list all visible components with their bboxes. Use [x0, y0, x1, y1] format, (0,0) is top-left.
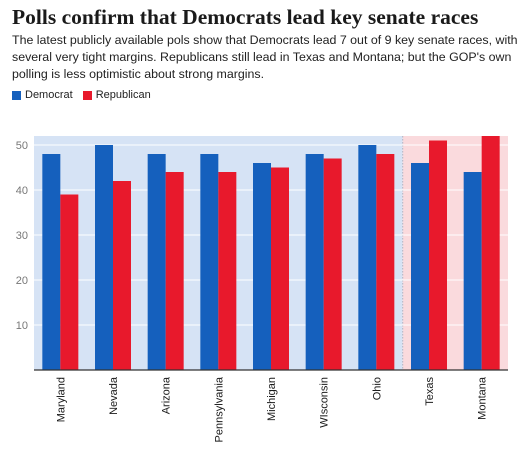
x-tick-label-maryland: Maryland	[55, 377, 67, 422]
bar-democrat-arizona	[147, 154, 166, 370]
x-tick-label-pennsylvania: Pennsylvania	[213, 376, 225, 442]
chart-subtitle: The latest publicly available pols show …	[12, 33, 518, 81]
bar-democrat-maryland	[42, 154, 61, 370]
legend-label-republican: Republican	[95, 89, 151, 101]
bar-democrat-nevada	[95, 145, 113, 370]
x-tick-label-michigan: Michigan	[266, 377, 278, 421]
y-tick-label-10: 10	[16, 320, 28, 332]
y-tick-label-30: 30	[16, 230, 28, 242]
bar-democrat-pennsylvania	[200, 154, 219, 370]
bar-democrat-michigan	[253, 163, 271, 370]
bar-republican-texas	[429, 140, 447, 370]
bar-democrat-texas	[411, 163, 429, 370]
x-tick-label-nevada: Nevada	[108, 376, 120, 415]
bar-republican-montana	[481, 136, 500, 370]
bar-democrat-montana	[463, 172, 482, 370]
legend-swatch-republican	[82, 90, 92, 100]
bar-republican-wisconsin	[323, 158, 342, 370]
y-tick-label-40: 40	[16, 185, 28, 197]
x-tick-label-ohio: Ohio	[371, 377, 383, 400]
bar-republican-pennsylvania	[218, 172, 237, 370]
legend-item-democrat: Democrat	[12, 89, 73, 101]
chart-title: Polls confirm that Democrats lead key se…	[12, 5, 479, 29]
bar-democrat-ohio	[358, 145, 377, 370]
x-tick-label-montana: Montana	[477, 376, 489, 420]
bar-republican-maryland	[60, 194, 79, 370]
x-tick-label-wisconsin: WIsconsin	[319, 377, 331, 428]
legend-swatch-democrat	[12, 90, 21, 100]
x-tick-label-texas: Texas	[424, 377, 436, 406]
bar-democrat-wisconsin	[305, 154, 324, 370]
legend-label-democrat: Democrat	[25, 89, 73, 101]
legend-item-republican: Republican	[82, 89, 151, 101]
bar-republican-ohio	[376, 154, 395, 370]
x-tick-label-arizona: Arizona	[161, 376, 173, 414]
y-tick-label-20: 20	[16, 275, 28, 287]
bar-republican-nevada	[113, 181, 131, 370]
y-tick-label-50: 50	[16, 140, 28, 152]
bar-republican-arizona	[165, 172, 184, 370]
bar-republican-michigan	[271, 167, 289, 370]
legend: Democrat Republican	[12, 89, 161, 101]
